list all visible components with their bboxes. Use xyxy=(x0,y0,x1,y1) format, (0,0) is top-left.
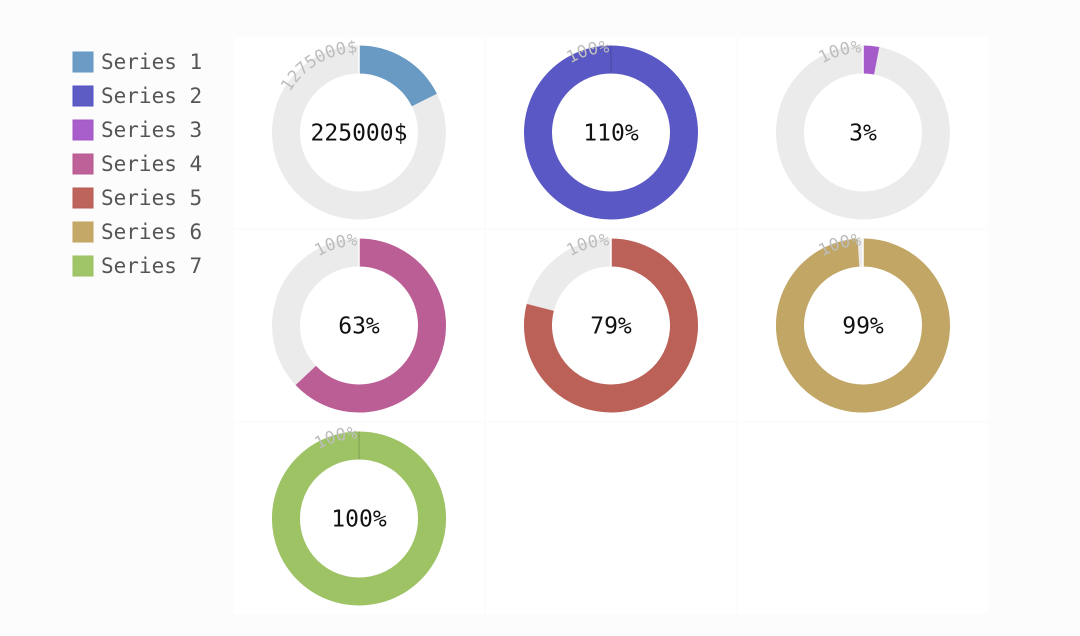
gauge-value-label: 99% xyxy=(842,314,884,340)
legend-swatch xyxy=(72,51,94,73)
gauge: 100%63% xyxy=(272,230,446,413)
gauge-value-arc[interactable] xyxy=(862,45,880,75)
gauge-value-label: 110% xyxy=(583,121,639,147)
legend-swatch xyxy=(72,221,94,243)
gauges-layer: 1275000$225000$100%110%100%3%100%63%100%… xyxy=(272,37,950,606)
gauge: 100%100% xyxy=(272,423,446,606)
gauge-value-label: 63% xyxy=(338,314,380,340)
gauge-value-arc[interactable] xyxy=(524,238,698,413)
legend-item[interactable]: Series 6 xyxy=(72,220,202,244)
gauge-value-label: 3% xyxy=(849,121,877,147)
legend-item[interactable]: Series 1 xyxy=(72,50,202,74)
legend-label: Series 2 xyxy=(101,84,202,108)
legend-item[interactable]: Series 2 xyxy=(72,84,202,108)
legend-label: Series 7 xyxy=(101,254,202,278)
legend: Series 1 Series 2 Series 3 Series 4 Series 5… xyxy=(72,50,202,278)
gauge-value-label: 100% xyxy=(331,507,387,533)
legend-swatch xyxy=(72,255,94,277)
gauge: 100%110% xyxy=(524,37,698,220)
gauge-value-label: 79% xyxy=(590,314,632,340)
legend-item[interactable]: Series 7 xyxy=(72,254,202,278)
legend-label: Series 4 xyxy=(101,152,202,176)
legend-label: Series 3 xyxy=(101,118,202,142)
legend-item[interactable]: Series 4 xyxy=(72,152,202,176)
legend-swatch xyxy=(72,187,94,209)
gauge: 100%79% xyxy=(524,230,698,413)
legend-label: Series 5 xyxy=(101,186,202,210)
gauge-value-arc[interactable] xyxy=(524,45,698,220)
gauge-value-arc[interactable] xyxy=(358,45,437,107)
gauge-value-label: 225000$ xyxy=(311,121,408,147)
legend-swatch xyxy=(72,153,94,175)
legend-swatch xyxy=(72,85,94,107)
legend-item[interactable]: Series 5 xyxy=(72,186,202,210)
legend-swatch xyxy=(72,119,94,141)
gauge-value-arc[interactable] xyxy=(295,238,446,413)
gauge-value-arc[interactable] xyxy=(776,238,950,413)
gauge-cell xyxy=(738,423,988,614)
legend-label: Series 6 xyxy=(101,220,202,244)
gauge: 100%3% xyxy=(776,37,950,220)
gauge-value-arc[interactable] xyxy=(272,431,446,606)
gauge-cell xyxy=(486,423,736,614)
legend-item[interactable]: Series 3 xyxy=(72,118,202,142)
legend-label: Series 1 xyxy=(101,50,202,74)
